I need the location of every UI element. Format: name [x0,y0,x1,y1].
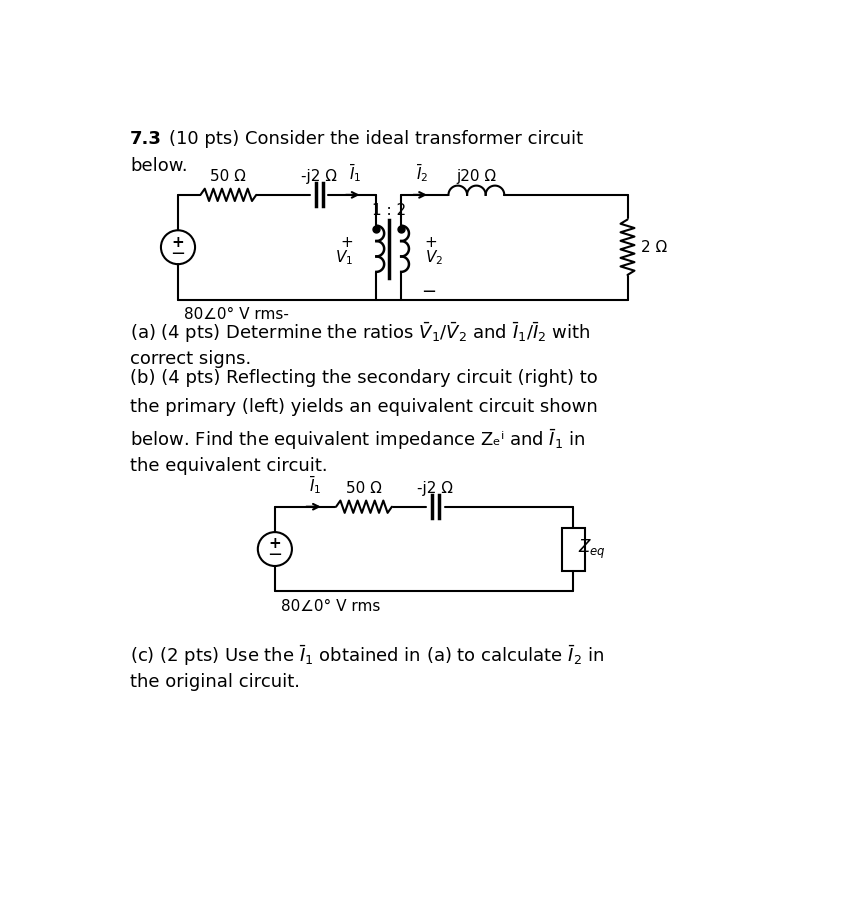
Text: $V_1$: $V_1$ [335,249,353,267]
Text: below.: below. [130,157,188,175]
Text: 1 : 2: 1 : 2 [372,203,406,218]
Bar [562,528,585,571]
Text: −: − [171,245,185,263]
Text: 50 Ω: 50 Ω [346,481,382,496]
Text: −: − [421,283,436,301]
Text: (10 pts) Consider the ideal transformer circuit: (10 pts) Consider the ideal transformer … [169,130,583,148]
Text: 2 Ω: 2 Ω [642,240,668,254]
Text: 80∠0° V rms-: 80∠0° V rms- [184,308,289,322]
Text: the equivalent circuit.: the equivalent circuit. [130,456,327,475]
Text: +: + [268,536,281,552]
Text: +: + [340,235,353,250]
Text: -j2 Ω: -j2 Ω [417,481,453,496]
Text: below. Find the equivalent impedance Zₑⁱ and $\bar{I}_1$ in: below. Find the equivalent impedance Zₑⁱ… [130,428,585,452]
Text: $\bar{I}_1$: $\bar{I}_1$ [348,162,361,185]
Text: $Z_{eq}$: $Z_{eq}$ [578,537,605,561]
Text: +: + [424,235,437,250]
Text: +: + [171,235,184,250]
Text: $\bar{I}_2$: $\bar{I}_2$ [416,162,429,185]
Text: (c) (2 pts) Use the $\bar{I}_1$ obtained in (a) to calculate $\bar{I}_2$ in: (c) (2 pts) Use the $\bar{I}_1$ obtained… [130,644,604,668]
Text: the primary (left) yields an equivalent circuit shown: the primary (left) yields an equivalent … [130,398,598,416]
Text: 80∠0° V rms: 80∠0° V rms [281,599,380,614]
Text: (a) (4 pts) Determine the ratios $\bar{V}_1/\bar{V}_2$ and $\bar{I}_1/\bar{I}_2$: (a) (4 pts) Determine the ratios $\bar{V… [130,320,591,345]
Text: (b) (4 pts) Reflecting the secondary circuit (right) to: (b) (4 pts) Reflecting the secondary cir… [130,369,598,386]
Text: $V_2$: $V_2$ [424,249,443,267]
Text: -j2 Ω: -j2 Ω [301,169,337,185]
Text: −: − [268,546,282,565]
Text: $\bar{I}_1$: $\bar{I}_1$ [309,474,321,496]
Text: correct signs.: correct signs. [130,350,251,367]
Text: 50 Ω: 50 Ω [210,169,246,185]
Text: 7.3: 7.3 [130,130,162,148]
Text: j20 Ω: j20 Ω [456,169,496,185]
Text: the original circuit.: the original circuit. [130,673,300,691]
